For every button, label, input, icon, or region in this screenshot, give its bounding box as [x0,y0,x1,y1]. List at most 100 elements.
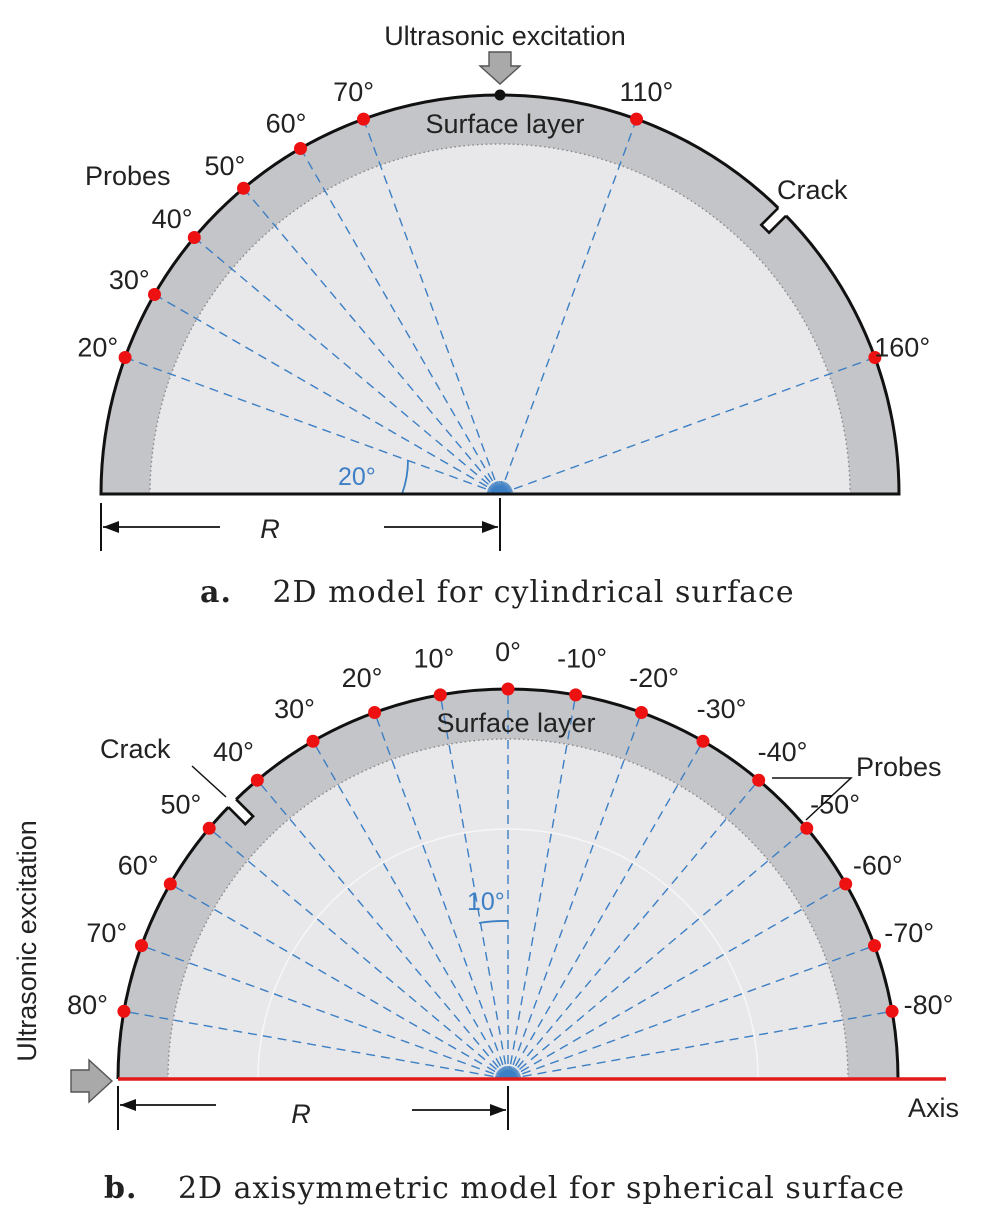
probe-angle-label: 40° [152,204,193,234]
probe-ray [499,118,638,495]
crack-notch [226,797,255,826]
outer-boundary [99,93,901,496]
surface-layer-label: Surface layer [436,708,595,738]
crack-label: Crack [100,734,171,764]
probe-angle-label: 70° [333,77,374,107]
probe-ray [507,1010,893,1080]
excitation-arrow [478,51,522,85]
probe-angle-label: 10° [413,644,454,674]
probe-rays [123,689,893,1080]
probe-angle-label: -10° [557,644,607,674]
probe-ray [373,712,509,1080]
crack-leader-line [191,765,227,798]
probe-ray [123,1010,509,1080]
surface-layer-label: Surface layer [425,109,584,139]
probe-ray [362,118,501,495]
probe-angle-label: 60° [266,108,307,138]
probe-ray [141,944,509,1080]
probe-angle-label: 110° [619,77,673,107]
probe-point [306,734,320,748]
crack-gap [761,205,789,233]
radius-label: R [260,514,280,544]
probe-point [868,939,881,953]
probes-leader-lines [772,777,853,821]
probes-label: Probes [85,161,171,191]
probe-point [696,734,710,748]
probe-angle-label: 80° [67,990,108,1020]
probe-angle-label: -20° [629,663,679,693]
spacing-angle-label: 20° [338,463,376,491]
probe-ray [124,356,501,495]
probe-angle-label: 70° [86,918,127,948]
probe-ray [439,694,509,1080]
probe-point [118,351,132,364]
probe-point [800,821,814,835]
crack-edge [759,207,787,235]
radius-dimension [100,498,501,551]
probe-angle-label: 30° [274,694,315,724]
spacing-angle-label: 10° [467,888,505,916]
probe-ray [507,694,577,1080]
probe-angle-label: 20° [77,333,118,363]
probe-ray [256,779,509,1080]
crack-notch [759,205,789,235]
probe-ray [507,944,875,1080]
probe-ray [169,883,509,1080]
probe-ray [507,740,704,1080]
excitation-arrow [70,1058,114,1104]
probe-angle-label: -40° [758,737,808,767]
inner-boundary [167,738,849,1080]
probe-point [839,877,853,891]
probe-point [634,706,648,719]
probe-angle-label: -80° [904,990,954,1020]
spacing-angle-arc [478,920,509,924]
probe-angle-label: 50° [160,790,201,820]
probe-point [117,1004,131,1018]
probe-points [117,682,899,1018]
probe-ray [499,356,876,495]
probe-ray [193,236,501,495]
probe-ray [507,883,847,1080]
probe-angle-label: 30° [109,265,150,295]
probe-angle-label: 50° [204,151,245,181]
caption-a-letter: a. [200,575,232,610]
inner-boundary [149,143,851,495]
probe-point [433,688,447,702]
probe-ray [507,712,643,1080]
diagram-spherical: 80° 70° 60° 50° 40° 30° 20° 10° 0° -10° -20° -30° -4… [12,637,959,1130]
faint-inner-arc [257,828,759,1080]
probe-ray [507,827,808,1080]
probe-angle-label: 40° [213,737,254,767]
probe-point [202,821,216,835]
crack-label: Crack [777,175,848,205]
probe-point [250,773,264,787]
probe-ray [208,827,509,1080]
probe-ray [299,148,501,495]
probe-angle-labels: 80° 70° 60° 50° 40° 30° 20° 10° 0° -10° -20° -30° -4… [67,637,953,1020]
inner-region [150,144,850,494]
probe-point [357,112,370,126]
probe-point [368,706,382,719]
radius-dimension [117,1086,509,1130]
crack-gap [226,797,254,825]
probe-angle-label: -30° [697,694,747,724]
excitation-label: Ultrasonic excitation [12,820,42,1062]
probe-ray [242,187,501,495]
probe-point [187,231,201,244]
probe-point [885,1004,899,1018]
caption-b-letter: b. [104,1171,137,1206]
probe-angle-label: 60° [118,851,159,881]
caption-b: b. 2D axisymmetric model for spherical s… [104,1171,905,1206]
probe-point [294,142,307,155]
probe-point [163,877,177,891]
probe-point [135,939,148,953]
radius-label: R [291,1099,311,1129]
probe-point [501,682,515,696]
probe-angle-label: 0° [495,637,521,667]
probe-ray [154,293,501,495]
probe-angle-label: -60° [853,851,903,881]
probe-angle-label: -50° [810,790,860,820]
diagram-cylindrical: 20° 30° 40° 50° 60° 70° 110° 160° Ultrasonic ex… [77,21,930,551]
probe-point [237,181,250,195]
